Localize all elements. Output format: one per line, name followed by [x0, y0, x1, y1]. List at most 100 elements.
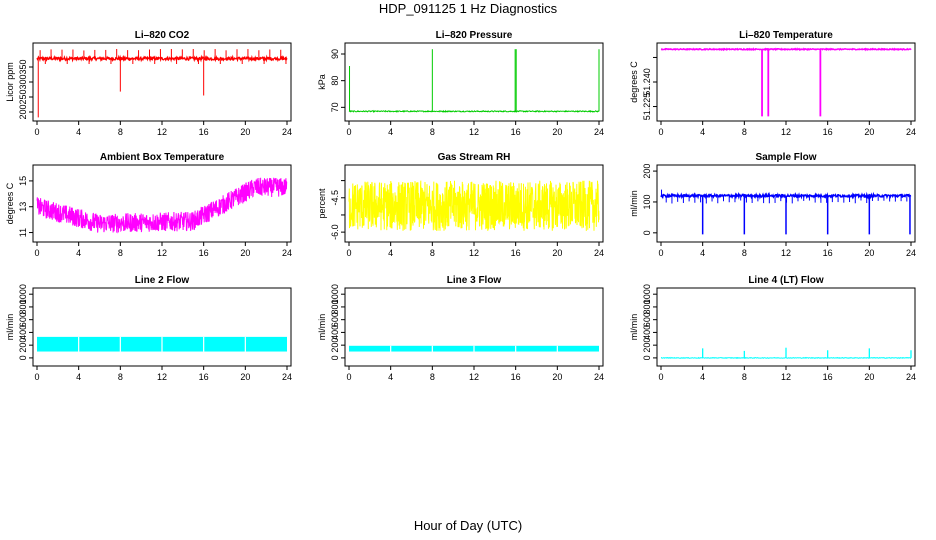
y-tick-label: 300 — [18, 74, 28, 89]
plot-frame — [656, 42, 916, 122]
x-tick-label: 24 — [594, 127, 604, 137]
x-tick-label: 12 — [469, 248, 479, 258]
y-tick-label: 0 — [642, 230, 652, 235]
y-tick-label: 600 — [18, 312, 28, 327]
y-axis-label: ml/min — [317, 314, 327, 341]
x-tick-label: 0 — [658, 127, 663, 137]
data-layer — [660, 347, 912, 359]
panel-9: Line 4 (LT) Flow 0 4 8 12 16 20 24 0 200400600800… — [629, 275, 916, 382]
y-tick-label: 1000 — [642, 284, 652, 304]
y-tick-label: 200 — [642, 338, 652, 353]
y-tick-label: 51.225 — [642, 93, 652, 121]
x-tick-label: 16 — [199, 372, 209, 382]
x-tick-label: 8 — [742, 372, 747, 382]
y-tick-label: 70 — [330, 102, 340, 112]
x-tick-label: 4 — [76, 372, 81, 382]
y-tick-label: 100 — [642, 194, 652, 209]
y-tick-label: 0 — [642, 355, 652, 360]
y-tick-label: 90 — [330, 49, 340, 59]
y-tick-label: 13 — [18, 202, 28, 212]
panel-title: Line 3 Flow — [447, 275, 502, 286]
x-axis-caption: Hour of Day (UTC) — [413, 518, 523, 533]
x-tick-label: 8 — [118, 372, 123, 382]
x-tick-label: 0 — [34, 372, 39, 382]
page-title: HDP_091125 1 Hz Diagnostics — [378, 1, 558, 16]
y-tick-label: -6.0 — [330, 224, 340, 240]
x-tick-label: 20 — [240, 372, 250, 382]
y-tick-label: 80 — [330, 76, 340, 86]
x-tick-label: 16 — [199, 127, 209, 137]
x-tick-label: 12 — [781, 127, 791, 137]
data-layer — [348, 180, 600, 231]
panel-8: Line 3 Flow 0 4 8 12 16 20 24 0 2004006008001000m… — [317, 275, 604, 382]
series-line — [660, 47, 912, 52]
x-tick-label: 4 — [76, 127, 81, 137]
x-tick-label: 4 — [388, 372, 393, 382]
x-tick-label: 20 — [240, 127, 250, 137]
data-layer — [36, 48, 288, 118]
panel-title: Line 2 Flow — [135, 275, 190, 286]
panel-7: Line 2 Flow 0 4 8 12 16 20 24 0 2004006008001000m… — [5, 275, 292, 382]
y-axis-label: Licor ppm — [5, 62, 15, 102]
y-tick-label: 0 — [330, 355, 340, 360]
x-tick-label: 4 — [388, 127, 393, 137]
x-tick-label: 24 — [594, 372, 604, 382]
x-tick-label: 8 — [118, 127, 123, 137]
panel-title: Sample Flow — [755, 152, 816, 163]
x-tick-label: 20 — [864, 372, 874, 382]
x-tick-label: 24 — [906, 127, 916, 137]
y-tick-label: 1000 — [330, 284, 340, 304]
x-tick-label: 8 — [430, 372, 435, 382]
y-tick-label: 200 — [18, 104, 28, 119]
x-tick-label: 24 — [282, 372, 292, 382]
x-tick-label: 20 — [552, 248, 562, 258]
panel-title: Li–820 CO2 — [135, 30, 190, 41]
x-tick-label: 8 — [118, 248, 123, 258]
x-tick-label: 12 — [157, 127, 167, 137]
x-tick-label: 16 — [823, 248, 833, 258]
y-tick-label: 400 — [642, 325, 652, 340]
x-tick-label: 4 — [700, 372, 705, 382]
x-tick-label: 16 — [823, 127, 833, 137]
x-tick-label: 12 — [157, 372, 167, 382]
plot-frame — [344, 42, 604, 122]
y-tick-label: 400 — [330, 325, 340, 340]
y-tick-label: 350 — [18, 59, 28, 74]
x-tick-label: 24 — [282, 248, 292, 258]
x-tick-label: 20 — [864, 127, 874, 137]
x-tick-label: 16 — [511, 372, 521, 382]
x-tick-label: 20 — [552, 372, 562, 382]
y-tick-label: -4.5 — [330, 190, 340, 206]
data-layer — [36, 177, 288, 234]
y-tick-label: 600 — [642, 312, 652, 327]
y-tick-label: 800 — [330, 299, 340, 314]
x-tick-label: 0 — [346, 248, 351, 258]
y-axis-label: ml/min — [629, 314, 639, 341]
x-tick-label: 0 — [34, 127, 39, 137]
x-tick-label: 20 — [240, 248, 250, 258]
x-tick-label: 16 — [511, 248, 521, 258]
y-axis-label: degrees C — [5, 182, 15, 224]
panel-title: Gas Stream RH — [438, 152, 511, 163]
series-line — [348, 109, 600, 114]
y-tick-label: 1000 — [18, 284, 28, 304]
y-axis-label: degrees C — [629, 61, 639, 103]
x-tick-label: 24 — [594, 248, 604, 258]
x-tick-label: 8 — [430, 127, 435, 137]
data-layer — [37, 336, 287, 352]
series-line — [36, 177, 288, 234]
panel-title: Li–820 Temperature — [739, 30, 833, 41]
x-tick-label: 8 — [430, 248, 435, 258]
x-tick-label: 20 — [552, 127, 562, 137]
plot-frame — [32, 42, 292, 122]
x-tick-label: 4 — [76, 248, 81, 258]
series-line — [36, 54, 288, 63]
y-tick-label: 400 — [18, 325, 28, 340]
y-tick-label: 11 — [18, 228, 28, 237]
x-tick-label: 0 — [346, 127, 351, 137]
panel-4: Ambient Box Temperature 0 4 8 12 16 20 24 11 13 15… — [5, 152, 292, 258]
y-axis-label: ml/min — [5, 314, 15, 341]
x-tick-label: 4 — [700, 248, 705, 258]
